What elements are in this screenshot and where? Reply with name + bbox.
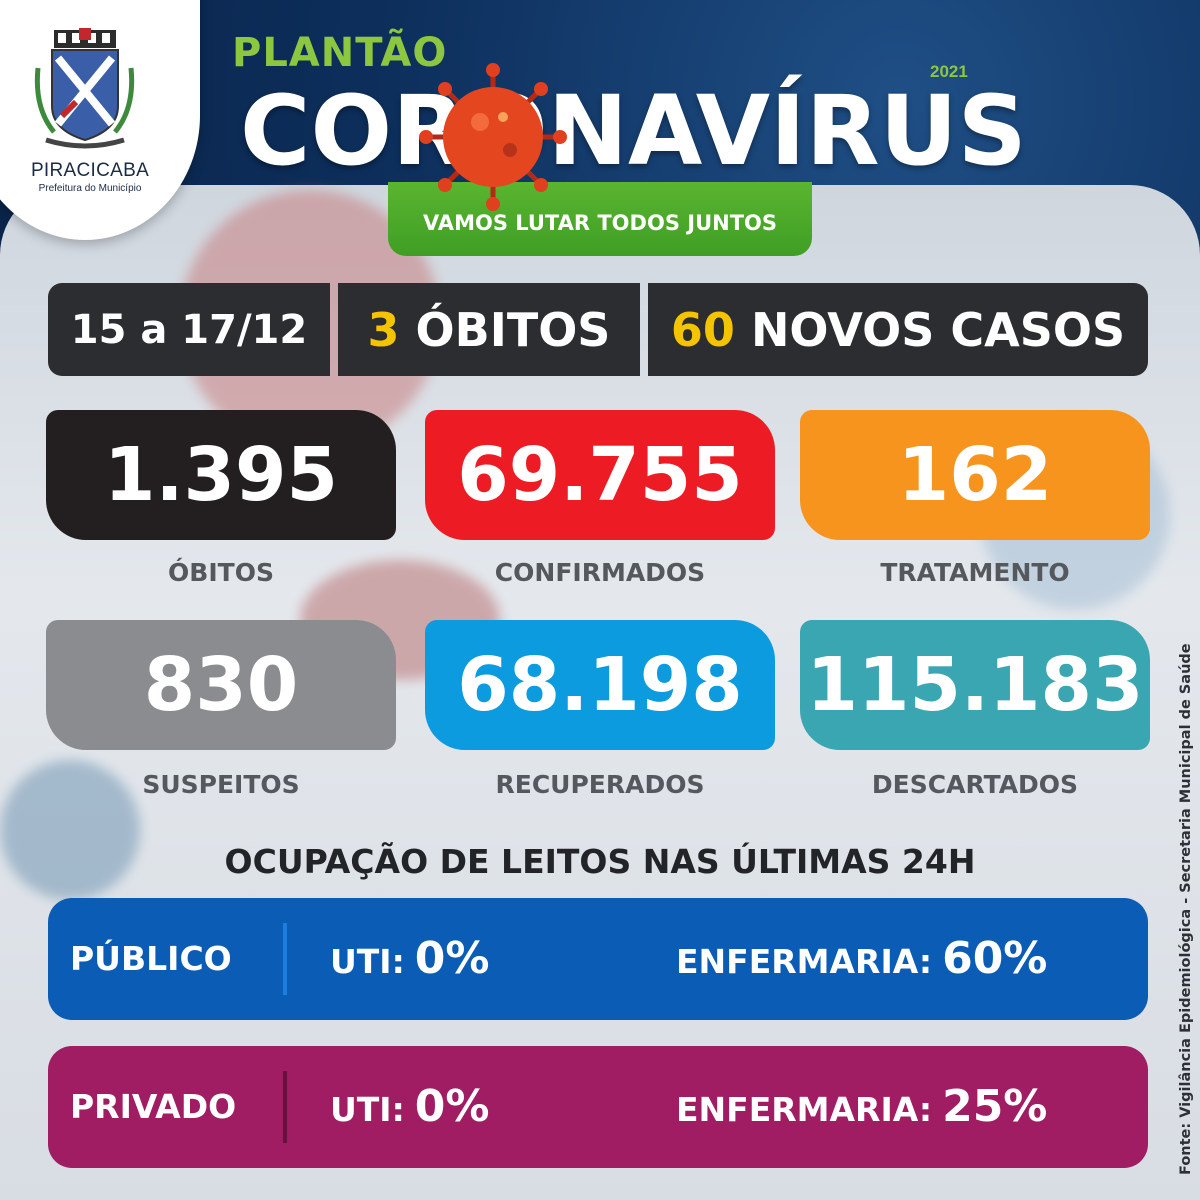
city-name: PIRACICABA <box>30 160 150 181</box>
new-deaths-label: ÓBITOS <box>415 302 611 357</box>
stat-card-recuperados: 68.198 <box>425 620 775 750</box>
uti-value: 0% <box>414 1081 490 1132</box>
stat-card-obitos: 1.395 <box>46 410 396 540</box>
year-label: 2021 <box>930 62 968 81</box>
beds-title: OCUPAÇÃO DE LEITOS NAS ÚLTIMAS 24H <box>224 842 976 881</box>
stat-label: DESCARTADOS <box>871 770 1079 799</box>
uti-occupancy: UTI: 0% <box>330 898 490 1020</box>
stat-value: 1.395 <box>103 432 339 518</box>
bed-separator <box>283 923 287 995</box>
bed-type-label: PRIVADO <box>70 1087 237 1126</box>
period-panel: 15 a 17/12 <box>48 283 330 376</box>
stat-value: 830 <box>143 642 299 728</box>
bed-type-label: PÚBLICO <box>70 939 232 978</box>
uti-label: UTI: <box>330 942 405 981</box>
uti-occupancy: UTI: 0% <box>330 1046 490 1168</box>
source-credit: Fonte: Vigilância Epidemiológica - Secre… <box>1178 643 1194 1175</box>
enfermaria-occupancy: ENFERMARIA: 25% <box>676 1046 1047 1168</box>
stat-card-descartados: 115.183 <box>800 620 1150 750</box>
virus-icon <box>419 63 567 211</box>
period-text: 15 a 17/12 <box>70 306 308 353</box>
stat-card-confirmados: 69.755 <box>425 410 775 540</box>
beds-row-publico: PÚBLICO UTI: 0% ENFERMARIA: 60% <box>48 898 1148 1020</box>
stat-value: 162 <box>897 432 1053 518</box>
plantao-label: PLANTÃO <box>232 30 448 76</box>
stat-value: 69.755 <box>457 432 743 518</box>
enfermaria-value: 25% <box>942 1081 1048 1132</box>
slogan-text: VAMOS LUTAR TODOS JUNTOS <box>422 211 778 235</box>
enfermaria-value: 60% <box>942 933 1048 984</box>
slogan-banner: VAMOS LUTAR TODOS JUNTOS <box>388 182 812 256</box>
stat-card-tratamento: 162 <box>800 410 1150 540</box>
new-cases-count: 60 <box>670 302 735 357</box>
stat-label: CONFIRMADOS <box>494 558 706 587</box>
city-crest-logo <box>34 28 135 149</box>
enfermaria-label: ENFERMARIA: <box>676 1090 933 1129</box>
city-subtitle: Prefeitura do Município <box>38 183 142 194</box>
enfermaria-occupancy: ENFERMARIA: 60% <box>676 898 1047 1020</box>
new-deaths-count: 3 <box>367 302 400 357</box>
enfermaria-label: ENFERMARIA: <box>676 942 933 981</box>
bed-separator <box>283 1071 287 1143</box>
main-title: CORONAVÍRUS <box>240 75 1027 187</box>
stat-label: TRATAMENTO <box>880 558 1070 587</box>
stat-value: 115.183 <box>806 642 1144 728</box>
stat-label: ÓBITOS <box>168 558 274 587</box>
stat-label: RECUPERADOS <box>495 770 705 799</box>
stat-label: SUSPEITOS <box>142 770 300 799</box>
new-deaths-panel: 3 ÓBITOS <box>338 283 640 376</box>
new-cases-panel: 60 NOVOS CASOS <box>648 283 1148 376</box>
uti-label: UTI: <box>330 1090 405 1129</box>
stat-value: 68.198 <box>457 642 743 728</box>
stat-card-suspeitos: 830 <box>46 620 396 750</box>
new-cases-label: NOVOS CASOS <box>750 302 1126 357</box>
uti-value: 0% <box>414 933 490 984</box>
beds-row-privado: PRIVADO UTI: 0% ENFERMARIA: 25% <box>48 1046 1148 1168</box>
virus-background-blob <box>0 760 140 900</box>
